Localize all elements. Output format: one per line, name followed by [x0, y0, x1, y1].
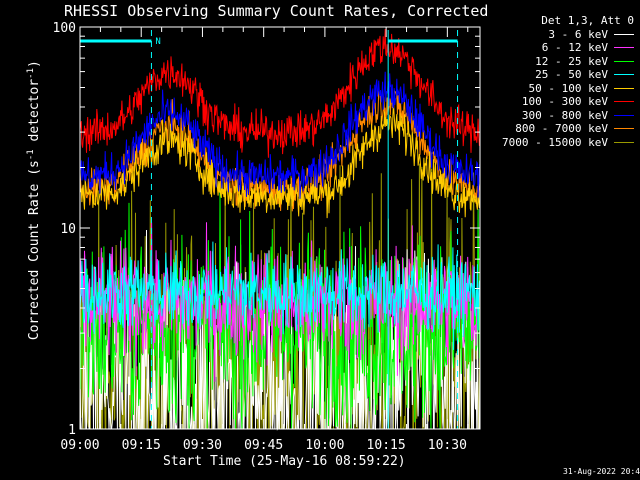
y-tick-label-1: 10: [60, 222, 76, 237]
legend-entry-label: 50 - 100 keV: [528, 81, 608, 95]
legend-swatch: [614, 128, 634, 130]
legend-swatch: [614, 87, 634, 89]
legend-entry-5: 100 - 300 keV: [502, 95, 634, 109]
series-line-4: [79, 103, 481, 219]
legend-swatch: [614, 33, 634, 35]
x-tick-label-2: 09:30: [183, 438, 222, 453]
legend-title: Det 1,3, Att 0: [541, 14, 634, 28]
legend-swatch: [614, 114, 634, 116]
legend-entry-label: 800 - 7000 keV: [515, 122, 608, 136]
legend-entry-4: 50 - 100 keV: [502, 82, 634, 96]
series-line-1: [79, 222, 481, 382]
legend-swatch: [614, 47, 634, 49]
series-line-5: [79, 28, 481, 158]
legend-entry-8: 7000 - 15000 keV: [502, 136, 634, 150]
legend-entry-1: 6 - 12 keV: [502, 41, 634, 55]
legend-swatch: [614, 74, 634, 76]
legend-entry-label: 12 - 25 keV: [535, 54, 608, 68]
legend-entry-label: 100 - 300 keV: [521, 95, 608, 109]
x-tick-label-3: 09:45: [244, 438, 283, 453]
legend-entry-label: 3 - 6 keV: [548, 27, 608, 41]
generation-timestamp: 31-Aug-2022 20:41: [563, 467, 640, 476]
legend-swatch: [614, 141, 634, 143]
night-marker-label: N: [155, 37, 160, 47]
legend-entry-label: 300 - 800 keV: [521, 108, 608, 122]
x-tick-label-4: 10:00: [305, 438, 344, 453]
legend-entry-label: 7000 - 15000 keV: [502, 135, 608, 149]
legend-swatch: [614, 101, 634, 103]
legend-entry-0: 3 - 6 keV: [502, 28, 634, 42]
x-tick-label-6: 10:30: [428, 438, 467, 453]
chart-title: RHESSI Observing Summary Count Rates, Co…: [64, 2, 489, 20]
series-line-3: [79, 241, 481, 350]
legend-entry-3: 25 - 50 keV: [502, 68, 634, 82]
series-line-6: [79, 71, 481, 199]
y-tick-label-2: 100: [53, 21, 76, 36]
y-tick-label-0: 1: [68, 423, 76, 438]
x-axis-label: Start Time (25-May-16 08:59:22): [163, 454, 406, 469]
legend-entry-2: 12 - 25 keV: [502, 55, 634, 69]
legend: Det 1,3, Att 0 3 - 6 keV 6 - 12 keV 12 - 2…: [502, 14, 634, 149]
legend-entry-7: 800 - 7000 keV: [502, 122, 634, 136]
y-axis-label: Corrected Count Rate (s-1 detector-1): [25, 60, 43, 341]
legend-entry-label: 6 - 12 keV: [541, 41, 608, 55]
x-tick-label-5: 10:15: [367, 438, 406, 453]
legend-entry-6: 300 - 800 keV: [502, 109, 634, 123]
x-tick-label-1: 09:15: [122, 438, 161, 453]
legend-swatch: [614, 60, 634, 62]
x-tick-label-0: 09:00: [60, 438, 99, 453]
legend-entry-label: 25 - 50 keV: [535, 68, 608, 82]
